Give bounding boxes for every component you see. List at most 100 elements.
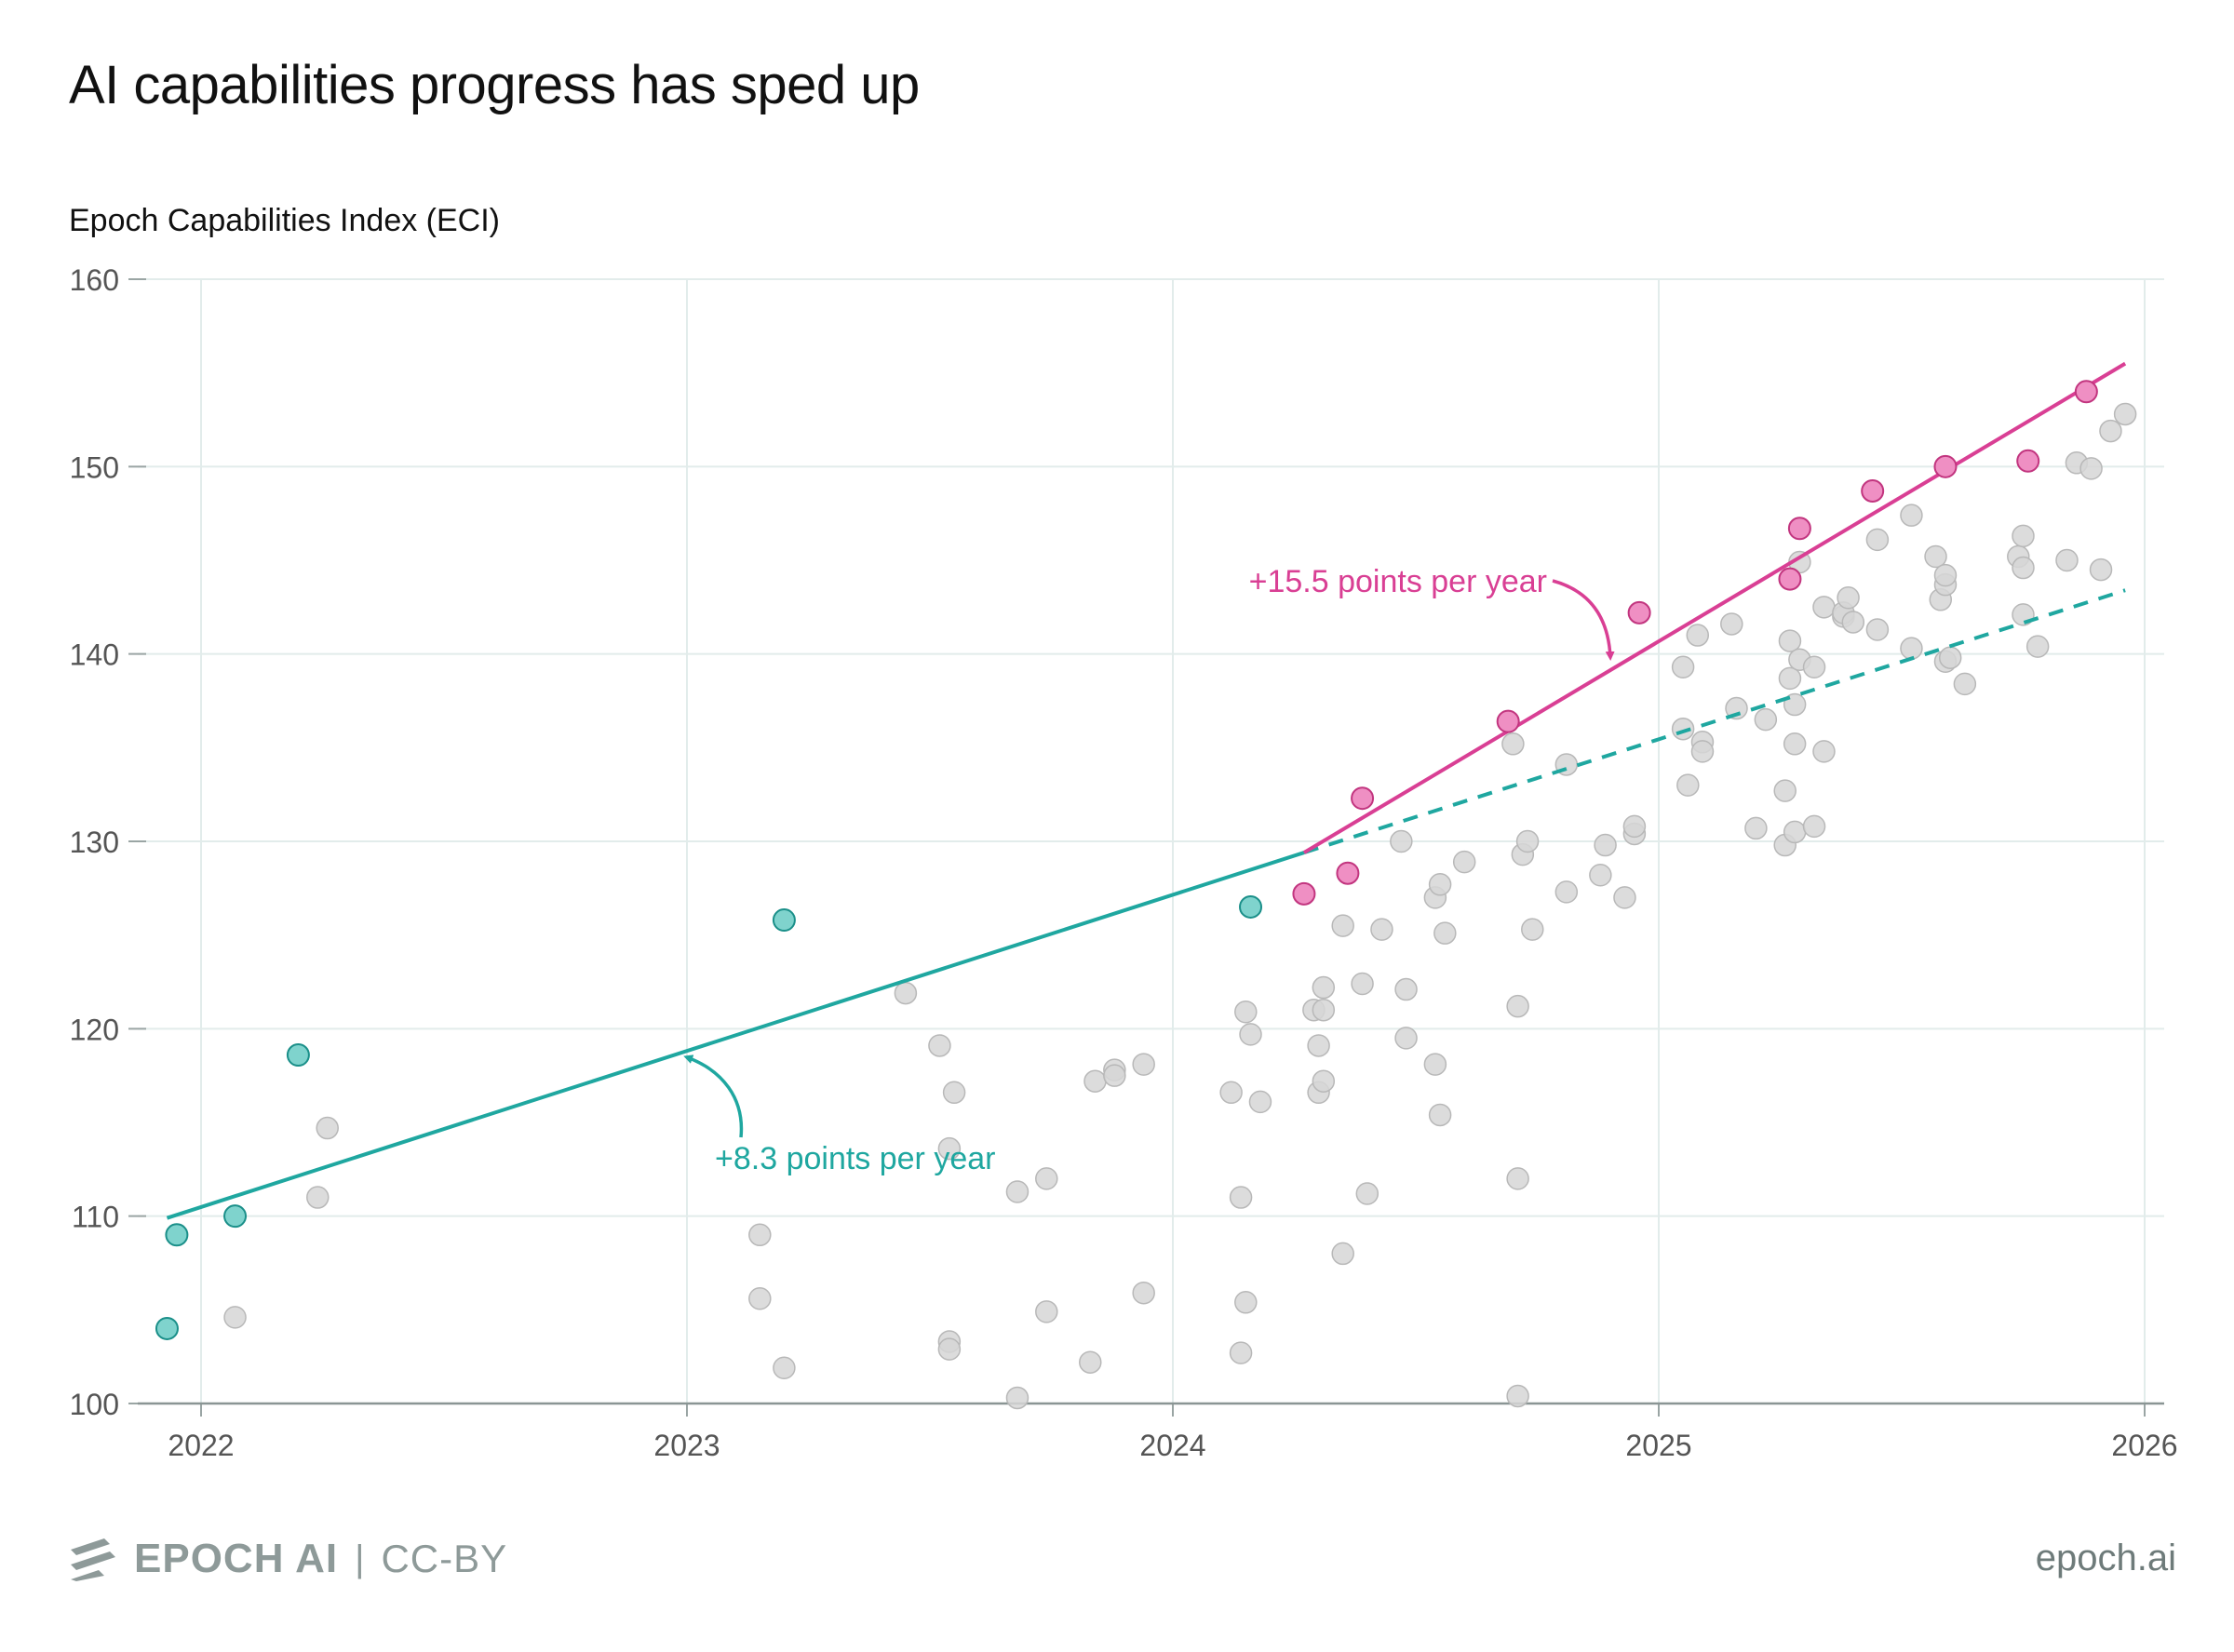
frontier-late-point [2016,449,2040,473]
other-model-point [1938,646,1962,669]
other-model-point [1841,611,1865,634]
frontier-early-point [1239,894,1263,919]
frontier-late-point [1496,709,1520,733]
other-model-point [1506,1167,1529,1190]
footer-separator: | [355,1538,365,1579]
y-tick-label: 100 [70,1388,119,1421]
other-model-point [1773,779,1797,802]
other-model-point [1132,1281,1155,1305]
other-model-point [1035,1167,1058,1190]
trend-early-line [166,851,1305,1220]
frontier-late-point [1292,881,1316,906]
other-model-point [223,1306,247,1329]
other-model-point [316,1116,339,1140]
other-model-point [1079,1350,1102,1374]
frontier-early-point [223,1204,248,1229]
other-model-point [2079,457,2103,480]
other-model-point [1234,1000,1258,1024]
other-model-point [1720,612,1743,636]
other-model-point [1953,672,1977,696]
frontier-late-point [1861,479,1885,504]
scatter-chart: 100 110 120 130 140 150 160 2022 2023 2024 2025 202… [70,263,2178,1462]
y-tick-label: 150 [70,450,119,484]
other-model-point [1521,918,1544,941]
other-model-point [1331,1242,1354,1266]
frontier-late-point [2074,380,2098,404]
frontier-layer [155,380,2098,1340]
frontier-late-point [1778,567,1802,591]
x-tick-label: 2024 [1139,1429,1205,1462]
other-model-point [1005,1180,1030,1203]
footer-branding: EPOCH AI | CC-BY [67,1536,507,1582]
other-model-point [1778,666,1802,691]
other-model-point [1802,814,1826,839]
other-model-point [1676,773,1700,797]
other-model-point [1229,1186,1253,1209]
other-model-point [1390,829,1413,853]
other-model-point [1312,998,1336,1022]
other-model-point [1725,696,1748,720]
other-model-point [1312,975,1336,1000]
grid-layer [138,278,2164,1404]
axis-layer: 100 110 120 130 140 150 160 2022 2023 2024 2025 202… [70,263,2178,1462]
other-model-point [1355,1182,1379,1205]
other-model-point [1370,918,1393,941]
other-model-point [1083,1069,1107,1093]
other-model-point [1515,829,1540,853]
other-model-point [2025,635,2050,658]
other-model-point [942,1081,966,1105]
other-model-point [937,1337,962,1361]
trend-early-extension-line [1303,588,2126,854]
other-model-point [1744,816,1768,840]
other-model-point [1802,655,1826,679]
epoch-logo-icon [71,1538,115,1581]
frontier-early-point [155,1316,179,1340]
site-link[interactable]: epoch.ai [2035,1538,2176,1578]
other-model-point [894,981,918,1005]
other-model-point [2055,548,2079,572]
frontier-late-point [1933,454,1958,478]
trend-early-label: +8.3 points per year [715,1141,995,1176]
other-model-point [1312,1069,1336,1093]
other-model-point [1506,994,1529,1018]
other-model-point [1229,1341,1253,1364]
frontier-early-point [165,1223,189,1247]
x-tick-label: 2026 [2111,1429,2177,1462]
other-model-point [1035,1300,1058,1323]
trend-late-line [1302,361,2127,854]
other-model-point [1686,624,1710,647]
other-model-point [748,1223,772,1247]
other-model-point [1783,820,1807,844]
other-model-point [748,1287,772,1310]
other-model-point [1783,732,1807,756]
y-tick-label: 160 [70,263,119,297]
trend-late-arrow [1552,579,1615,661]
y-tick-label: 140 [70,638,119,672]
other-model-point [1554,880,1579,904]
annotations-layer: +8.3 points per year +15.5 points per yea… [683,564,1615,1176]
other-model-point [1594,833,1617,857]
other-model-point [1622,814,1647,839]
other-model-point [1613,886,1636,909]
other-models-layer [223,402,2137,1410]
other-model-point [773,1356,796,1379]
trend-late-label: +15.5 points per year [1249,564,1547,599]
other-model-point [1589,863,1612,887]
other-model-point [1331,914,1354,937]
other-model-point [1812,740,1836,763]
other-model-point [1428,873,1452,896]
frontier-late-point [1351,786,1375,811]
other-model-point [1924,544,1947,569]
y-tick-label: 110 [72,1201,119,1234]
other-model-point [1433,921,1457,945]
other-model-point [1423,1053,1447,1076]
frontier-early-point [772,908,796,933]
other-model-point [1754,707,1778,732]
other-model-point [1239,1023,1262,1046]
other-model-point [1900,504,1923,527]
trend-early-arrow [683,1054,744,1138]
other-model-point [1933,563,1958,587]
other-model-point [1501,732,1525,756]
other-model-point [1351,972,1374,996]
frontier-late-point [1627,600,1651,625]
